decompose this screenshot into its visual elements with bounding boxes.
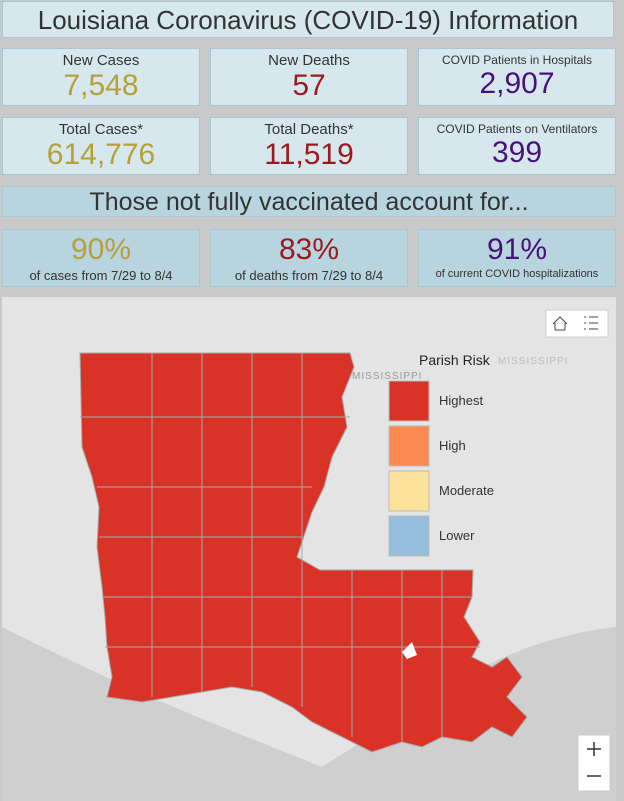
legend-label: High <box>439 438 466 453</box>
caption: of deaths from 7/29 to 8/4 <box>234 268 384 283</box>
legend-title: Parish Risk <box>419 352 491 368</box>
lake <box>402 642 417 659</box>
legend-swatch <box>388 470 430 512</box>
home-button[interactable] <box>552 316 568 331</box>
legend-swatch <box>388 515 430 557</box>
vaccination-card: 91% of current COVID hospitalizations <box>418 229 616 287</box>
legend-label: Lower <box>439 528 475 543</box>
stat-card: Total Deaths* 11,519 <box>210 117 408 175</box>
stat-label: Total Deaths* <box>264 121 354 138</box>
stat-card: COVID Patients on Ventilators 399 <box>418 117 616 175</box>
stat-label: COVID Patients in Hospitals <box>441 53 593 67</box>
title: Louisiana Coronavirus (COVID-19) Informa… <box>2 1 614 38</box>
stat-card: New Cases 7,548 <box>2 48 200 106</box>
legend: Highest High Moderate Lower <box>388 380 494 557</box>
stat-value: 11,519 <box>264 138 354 171</box>
vaccination-card: 90% of cases from 7/29 to 8/4 <box>2 229 200 287</box>
legend-label: Moderate <box>439 483 494 498</box>
gulf <box>2 627 616 801</box>
stat-card: New Deaths 57 <box>210 48 408 106</box>
legend-label: Highest <box>439 393 483 408</box>
state-label: MISSISSIPPI <box>498 356 568 367</box>
stat-card: COVID Patients in Hospitals 2,907 <box>418 48 616 106</box>
legend-button[interactable] <box>584 316 598 330</box>
percent: 83% <box>278 233 340 266</box>
zoom-in[interactable] <box>587 742 601 756</box>
louisiana <box>79 352 528 753</box>
stat-value: 57 <box>292 69 326 102</box>
stat-label: Total Cases* <box>58 121 144 138</box>
map: MISSISSIPPI MISSISSIPPI Parish Risk High… <box>2 297 616 801</box>
stat-label: COVID Patients on Ventilators <box>436 122 598 136</box>
state-label: MISSISSIPPI <box>352 371 422 382</box>
caption: of cases from 7/29 to 8/4 <box>29 268 173 283</box>
caption: of current COVID hospitalizations <box>435 268 599 280</box>
stat-value: 399 <box>491 136 543 169</box>
parish-lines <box>80 353 480 742</box>
stat-label: New Cases <box>62 52 140 69</box>
stat-value: 614,776 <box>46 138 156 171</box>
stat-value: 7,548 <box>63 69 139 102</box>
percent: 90% <box>70 233 132 266</box>
percent: 91% <box>486 233 548 266</box>
stat-label: New Deaths <box>268 52 350 69</box>
legend-swatch <box>388 380 430 422</box>
stat-value: 2,907 <box>479 67 555 100</box>
vaccination-card: 83% of deaths from 7/29 to 8/4 <box>210 229 408 287</box>
legend-swatch <box>388 425 430 467</box>
banner: Those not fully vaccinated account for..… <box>2 186 616 217</box>
stat-card: Total Cases* 614,776 <box>2 117 200 175</box>
